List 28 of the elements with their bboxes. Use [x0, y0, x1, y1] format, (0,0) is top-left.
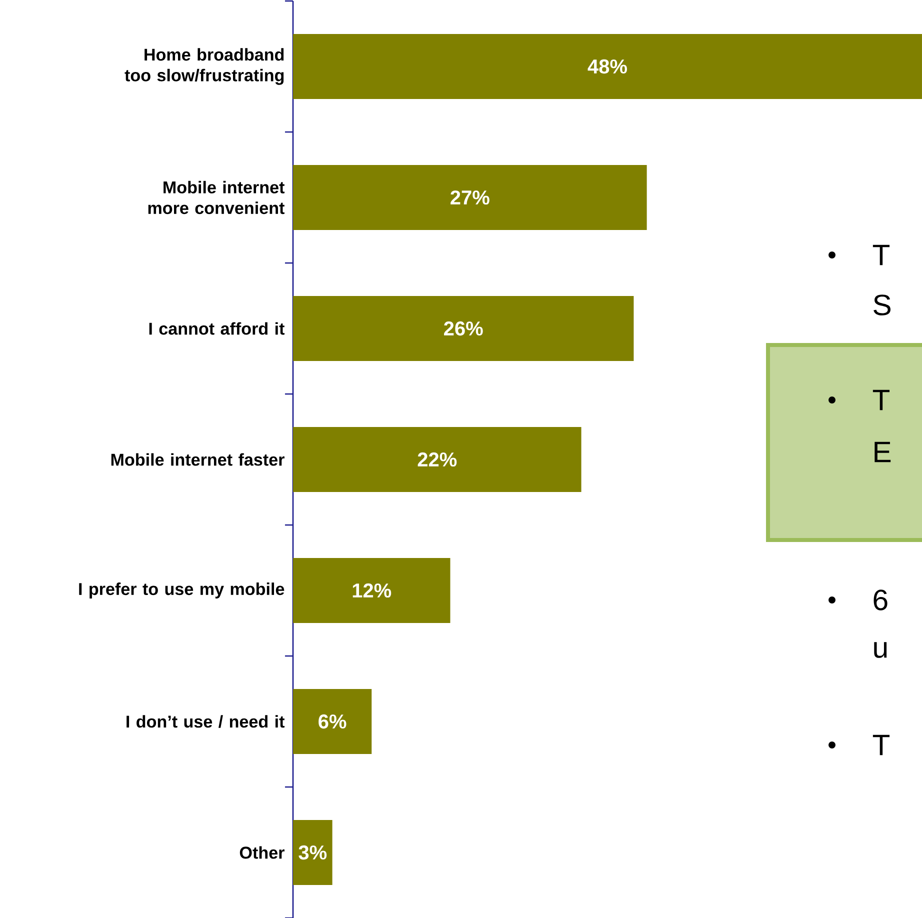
bar — [293, 820, 332, 885]
y-tick-label: Home broadband too slow/frustrating — [124, 48, 284, 85]
y-tick-label: I don’t use / need it — [126, 715, 285, 728]
bar — [293, 558, 450, 623]
annotation: u — [874, 642, 887, 658]
bar — [293, 296, 634, 362]
y-tick-label: Mobile internet more convenient — [148, 180, 285, 214]
annotation: S — [874, 294, 890, 316]
y-tick-label: Other — [240, 846, 284, 859]
data-label: 22% — [418, 452, 457, 467]
annotation: T — [872, 734, 890, 756]
data-label: 27% — [450, 190, 490, 205]
y-tick-label: Mobile internet faster — [111, 453, 284, 466]
y-tick-label: I prefer to use my mobile — [79, 582, 284, 598]
bar — [293, 689, 372, 754]
data-label: 48% — [588, 59, 627, 74]
bar — [293, 34, 922, 100]
bar — [293, 427, 582, 492]
data-label: 6% — [318, 714, 346, 729]
annotation: T — [872, 244, 890, 266]
data-label: 3% — [298, 845, 327, 860]
data-label: 12% — [352, 583, 392, 598]
y-tick-label: I cannot afford it — [149, 322, 285, 335]
annotation: 6 — [874, 590, 888, 610]
data-label: 26% — [444, 321, 483, 336]
annotation: T — [872, 390, 890, 410]
bar — [293, 165, 647, 230]
annotation: E — [874, 442, 891, 462]
